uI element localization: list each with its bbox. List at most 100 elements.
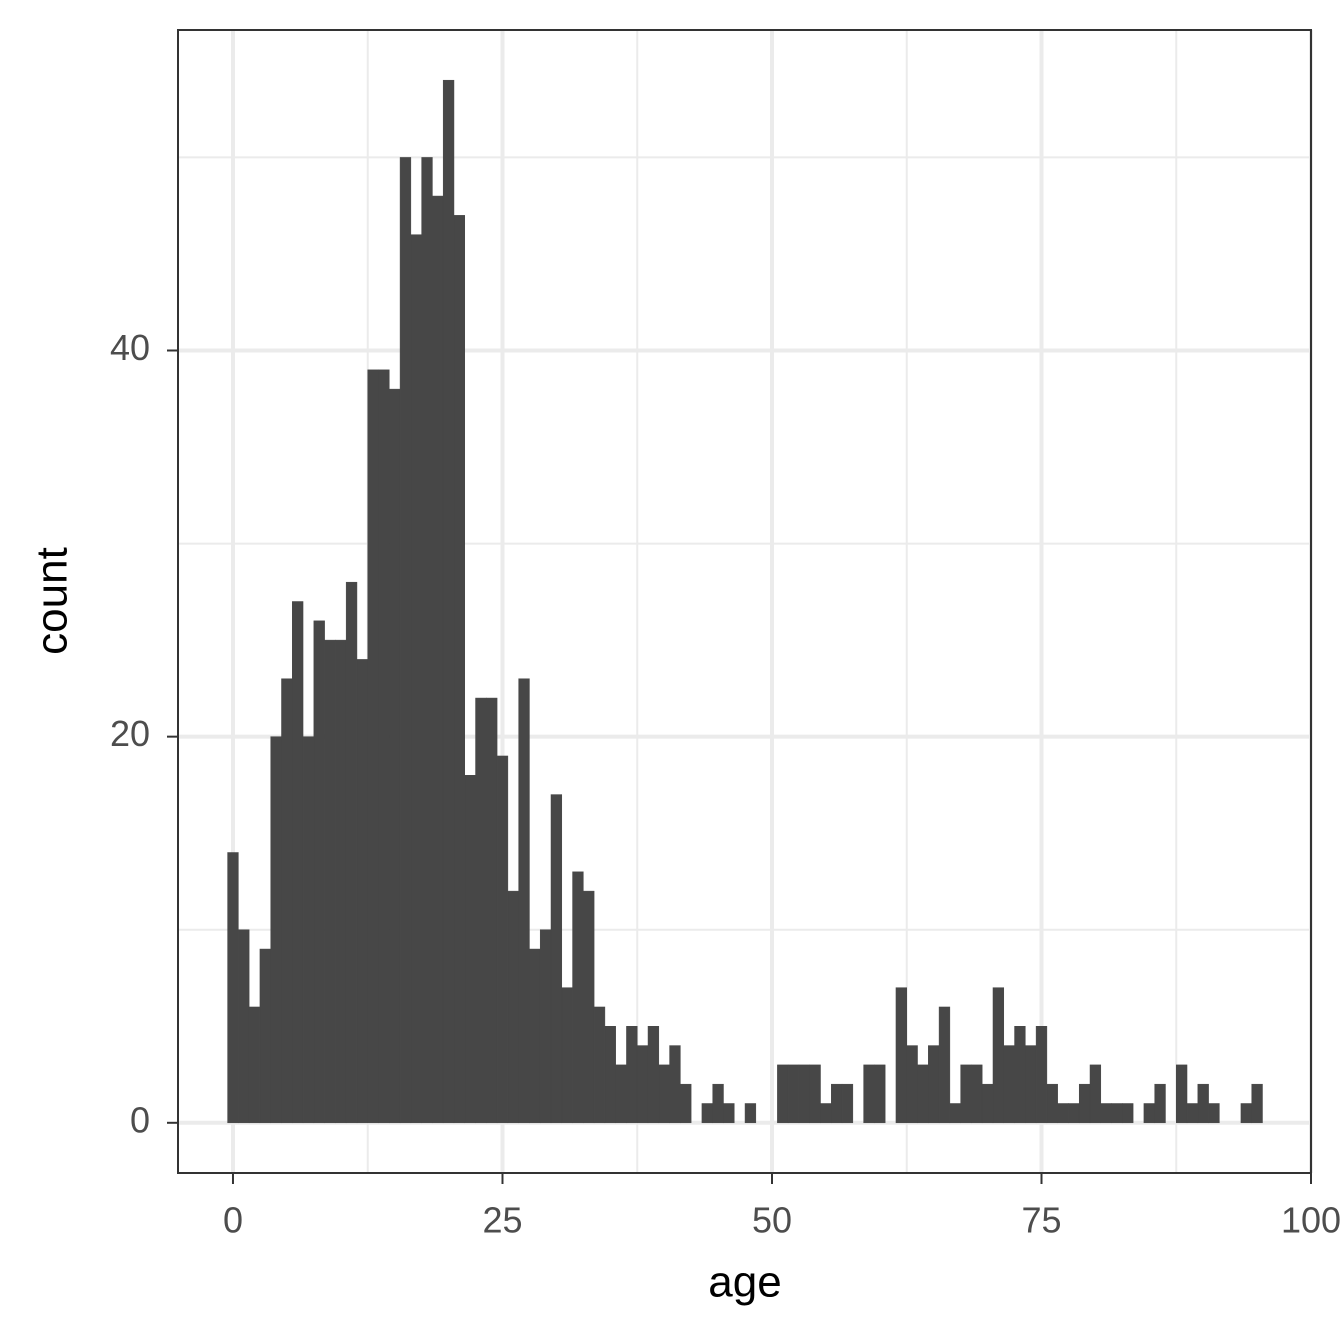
bar: [647, 1026, 660, 1124]
bar: [238, 929, 250, 1124]
bar: [259, 948, 271, 1124]
bar: [313, 620, 325, 1124]
bar: [626, 1026, 638, 1124]
bar: [335, 639, 347, 1124]
bar: [1100, 1103, 1112, 1124]
bar: [928, 1045, 940, 1124]
y-tick-label: 40: [110, 327, 150, 368]
bar: [1014, 1026, 1026, 1124]
panel-border: [177, 29, 1312, 1174]
bar: [550, 794, 563, 1124]
bar: [1208, 1103, 1220, 1124]
x-tick-label: 25: [482, 1200, 522, 1241]
bar: [863, 1064, 875, 1124]
bar: [399, 157, 412, 1124]
bar: [787, 1064, 800, 1124]
y-axis-title: count: [28, 547, 77, 655]
bar: [744, 1103, 757, 1124]
bar: [1025, 1045, 1037, 1124]
bar: [906, 1045, 918, 1124]
bar: [572, 871, 584, 1124]
bar: [701, 1103, 713, 1124]
bar: [831, 1083, 843, 1124]
bar: [636, 1045, 649, 1124]
bar: [895, 987, 907, 1124]
bar: [421, 157, 433, 1124]
x-axis-title: age: [708, 1258, 781, 1307]
bar: [658, 1064, 670, 1124]
bar: [680, 1083, 692, 1124]
x-tick-label: 75: [1021, 1200, 1061, 1241]
bar: [1122, 1103, 1134, 1124]
bar: [841, 1083, 854, 1124]
bar: [356, 659, 368, 1124]
bar: [270, 736, 282, 1124]
bar: [1111, 1103, 1123, 1124]
bar: [981, 1083, 994, 1124]
bar: [1143, 1103, 1155, 1124]
bar: [992, 987, 1005, 1124]
bar: [561, 987, 573, 1124]
bar: [874, 1064, 886, 1124]
bar: [432, 195, 444, 1124]
bar: [798, 1064, 810, 1124]
bar: [723, 1103, 735, 1124]
bar: [281, 678, 293, 1124]
bar: [583, 890, 595, 1124]
y-tick-label: 0: [130, 1099, 150, 1140]
x-tick-label: 50: [752, 1200, 792, 1241]
bars: [227, 79, 1263, 1124]
bar: [1035, 1026, 1048, 1124]
bar: [507, 890, 519, 1124]
bar: [917, 1064, 929, 1124]
bar: [529, 948, 541, 1124]
bar: [960, 1064, 972, 1124]
bar: [389, 388, 401, 1124]
bar: [1003, 1045, 1015, 1124]
bar: [1197, 1083, 1209, 1124]
axes: 0 25 50 75 100 0 20 40: [110, 327, 1341, 1240]
bar: [324, 639, 336, 1124]
bar: [712, 1083, 724, 1124]
bar: [248, 1006, 261, 1124]
bar: [1078, 1083, 1091, 1124]
bar: [1154, 1083, 1166, 1124]
bar: [604, 1026, 616, 1124]
bar: [410, 234, 422, 1124]
bar: [615, 1064, 627, 1124]
bar: [227, 852, 239, 1124]
bar: [496, 755, 509, 1124]
x-tick-label: 0: [223, 1200, 243, 1241]
bar: [539, 929, 552, 1124]
x-tick-label: 100: [1281, 1200, 1341, 1241]
bar: [292, 601, 304, 1124]
bar: [367, 369, 379, 1124]
bar: [1046, 1083, 1058, 1124]
bar: [442, 79, 455, 1124]
bar: [949, 1103, 961, 1124]
bar: [669, 1045, 681, 1124]
bar: [302, 736, 315, 1124]
bar: [1186, 1103, 1199, 1124]
bar: [971, 1064, 983, 1124]
bar: [464, 775, 476, 1124]
bar: [486, 697, 498, 1124]
bar: [820, 1103, 832, 1124]
bar: [1175, 1064, 1188, 1124]
bar: [1240, 1103, 1252, 1124]
bar: [1251, 1083, 1263, 1124]
bar: [345, 581, 358, 1124]
bar: [378, 369, 390, 1124]
y-tick-label: 20: [110, 713, 150, 754]
bar: [593, 1006, 606, 1124]
bar: [1057, 1103, 1069, 1124]
bar: [453, 215, 466, 1124]
bar: [475, 697, 487, 1124]
bar: [809, 1064, 821, 1124]
bar: [938, 1006, 951, 1124]
bar: [518, 678, 530, 1124]
bar: [1089, 1064, 1102, 1124]
bar: [1068, 1103, 1080, 1124]
